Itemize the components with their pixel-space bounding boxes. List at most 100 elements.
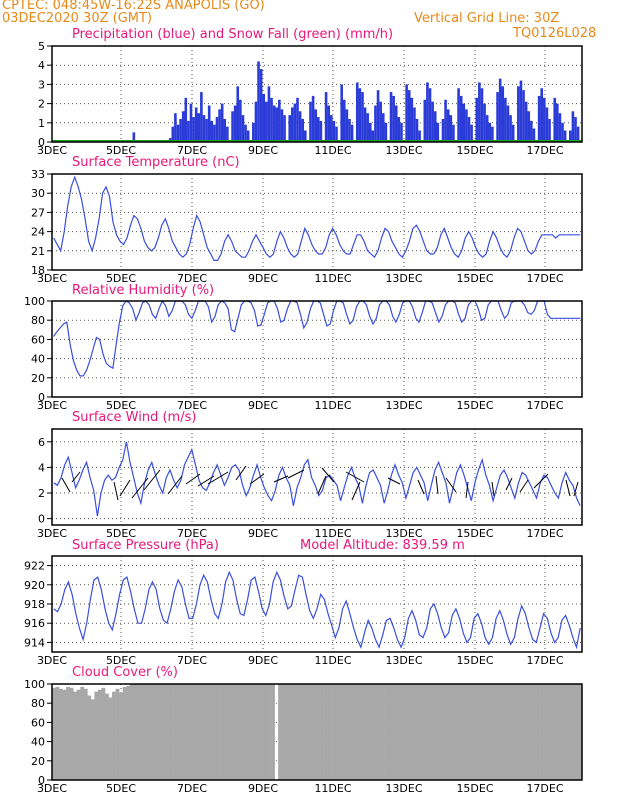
precip-bar bbox=[389, 92, 393, 142]
cloud-bar bbox=[115, 688, 120, 780]
precip-bar bbox=[452, 124, 455, 142]
x-tick-label: 3DEC bbox=[37, 782, 67, 795]
cloud-bar bbox=[306, 684, 311, 780]
precip-bar bbox=[527, 111, 531, 142]
cloud-bar bbox=[225, 684, 229, 780]
precip-bar bbox=[202, 115, 206, 142]
wind-arrow bbox=[143, 469, 161, 491]
x-tick-label: 17DEC bbox=[526, 782, 563, 795]
y-tick-label: 30 bbox=[31, 187, 45, 200]
x-tick-label: 13DEC bbox=[385, 782, 422, 795]
precip-bar bbox=[304, 130, 307, 142]
cloud-bar bbox=[140, 684, 145, 780]
cloud-bar bbox=[189, 684, 194, 780]
precip-bar bbox=[265, 101, 268, 142]
precip-bar bbox=[478, 82, 481, 142]
wind-arrow bbox=[417, 479, 425, 495]
panel-frame bbox=[51, 428, 583, 526]
precip-bar bbox=[187, 120, 190, 142]
cloud-bar bbox=[525, 684, 530, 780]
wind-arrow bbox=[61, 477, 71, 493]
x-tick-label: 11DEC bbox=[314, 782, 351, 795]
cloud-bar bbox=[543, 684, 547, 780]
wind-arrow bbox=[71, 471, 81, 483]
cloud-bar bbox=[196, 684, 201, 780]
precip-bar bbox=[241, 115, 245, 142]
precip-bar bbox=[465, 109, 468, 142]
series-line bbox=[53, 441, 581, 517]
wind-arrow bbox=[387, 477, 401, 485]
precip-bar bbox=[192, 117, 195, 142]
cloud-bar bbox=[97, 689, 102, 780]
cloud-bar bbox=[408, 684, 413, 780]
precip-bar bbox=[488, 122, 492, 142]
precip-bar bbox=[332, 120, 336, 142]
precip-bar bbox=[197, 113, 201, 142]
precip-bar bbox=[335, 126, 338, 142]
x-tick-label: 5DEC bbox=[106, 654, 136, 667]
wind-arrow bbox=[273, 475, 289, 483]
cloud-bar bbox=[461, 684, 466, 780]
y-tick-label: 20 bbox=[31, 372, 45, 385]
cloud-bar bbox=[271, 684, 275, 780]
cloud-bar bbox=[214, 684, 219, 780]
cloud-bar bbox=[186, 684, 191, 780]
precip-bar bbox=[392, 95, 395, 142]
precip-bar bbox=[301, 118, 305, 142]
precip-bar bbox=[548, 118, 551, 142]
cloud-bar bbox=[66, 686, 70, 780]
cloud-bar bbox=[348, 684, 353, 780]
cloud-bar bbox=[101, 687, 106, 780]
cloud-bar bbox=[423, 684, 427, 780]
x-tick-label: 15DEC bbox=[456, 654, 493, 667]
cloud-bar bbox=[476, 684, 480, 780]
precip-bar bbox=[384, 122, 388, 142]
precip-bar bbox=[311, 95, 315, 142]
x-tick-label: 13DEC bbox=[385, 654, 422, 667]
precip-bar bbox=[410, 97, 414, 142]
y-tick-label: 21 bbox=[31, 245, 45, 258]
precip-bar bbox=[272, 105, 276, 142]
y-tick-label: 40 bbox=[31, 736, 45, 749]
y-tick-label: 6 bbox=[38, 436, 45, 449]
precip-bar bbox=[498, 78, 502, 142]
precip-bar bbox=[270, 97, 273, 142]
y-tick-label: 0 bbox=[38, 136, 45, 149]
precip-bar bbox=[543, 97, 546, 142]
cloud-bar bbox=[253, 684, 258, 780]
cloud-bar bbox=[207, 684, 212, 780]
x-tick-label: 13DEC bbox=[385, 272, 422, 285]
cloud-bar bbox=[320, 684, 325, 780]
panel-frame bbox=[51, 683, 583, 781]
cloud-bar bbox=[172, 684, 176, 780]
precip-bar bbox=[171, 126, 175, 142]
cloud-bar bbox=[246, 684, 251, 780]
cloud-bar bbox=[451, 684, 456, 780]
precip-bar bbox=[480, 88, 484, 142]
x-tick-label: 7DEC bbox=[177, 782, 207, 795]
wind-arrow bbox=[167, 475, 183, 495]
precip-bar bbox=[355, 82, 359, 142]
x-tick-label: 17DEC bbox=[526, 527, 563, 540]
wind-arrow bbox=[113, 481, 119, 501]
cloud-bar bbox=[479, 684, 484, 780]
cloud-bar bbox=[405, 684, 410, 780]
cloud-bar bbox=[211, 684, 215, 780]
cloud-bar bbox=[168, 684, 173, 780]
cloud-bar bbox=[500, 684, 505, 780]
precip-bar bbox=[246, 130, 250, 142]
x-tick-label: 17DEC bbox=[526, 399, 563, 412]
cloud-bar bbox=[521, 684, 526, 780]
humidity-panel-title: Relative Humidity (%) bbox=[72, 283, 215, 298]
x-tick-label: 15DEC bbox=[456, 782, 493, 795]
precip-bar bbox=[537, 95, 541, 142]
cloud-bar bbox=[338, 684, 343, 780]
wind-arrow bbox=[345, 471, 365, 483]
precip-bar bbox=[519, 80, 523, 142]
y-tick-label: 24 bbox=[31, 226, 45, 239]
cloud-bar bbox=[560, 684, 565, 780]
cloud-bar bbox=[437, 684, 441, 780]
precip-bar bbox=[345, 109, 349, 142]
cloud-bar bbox=[260, 684, 265, 780]
